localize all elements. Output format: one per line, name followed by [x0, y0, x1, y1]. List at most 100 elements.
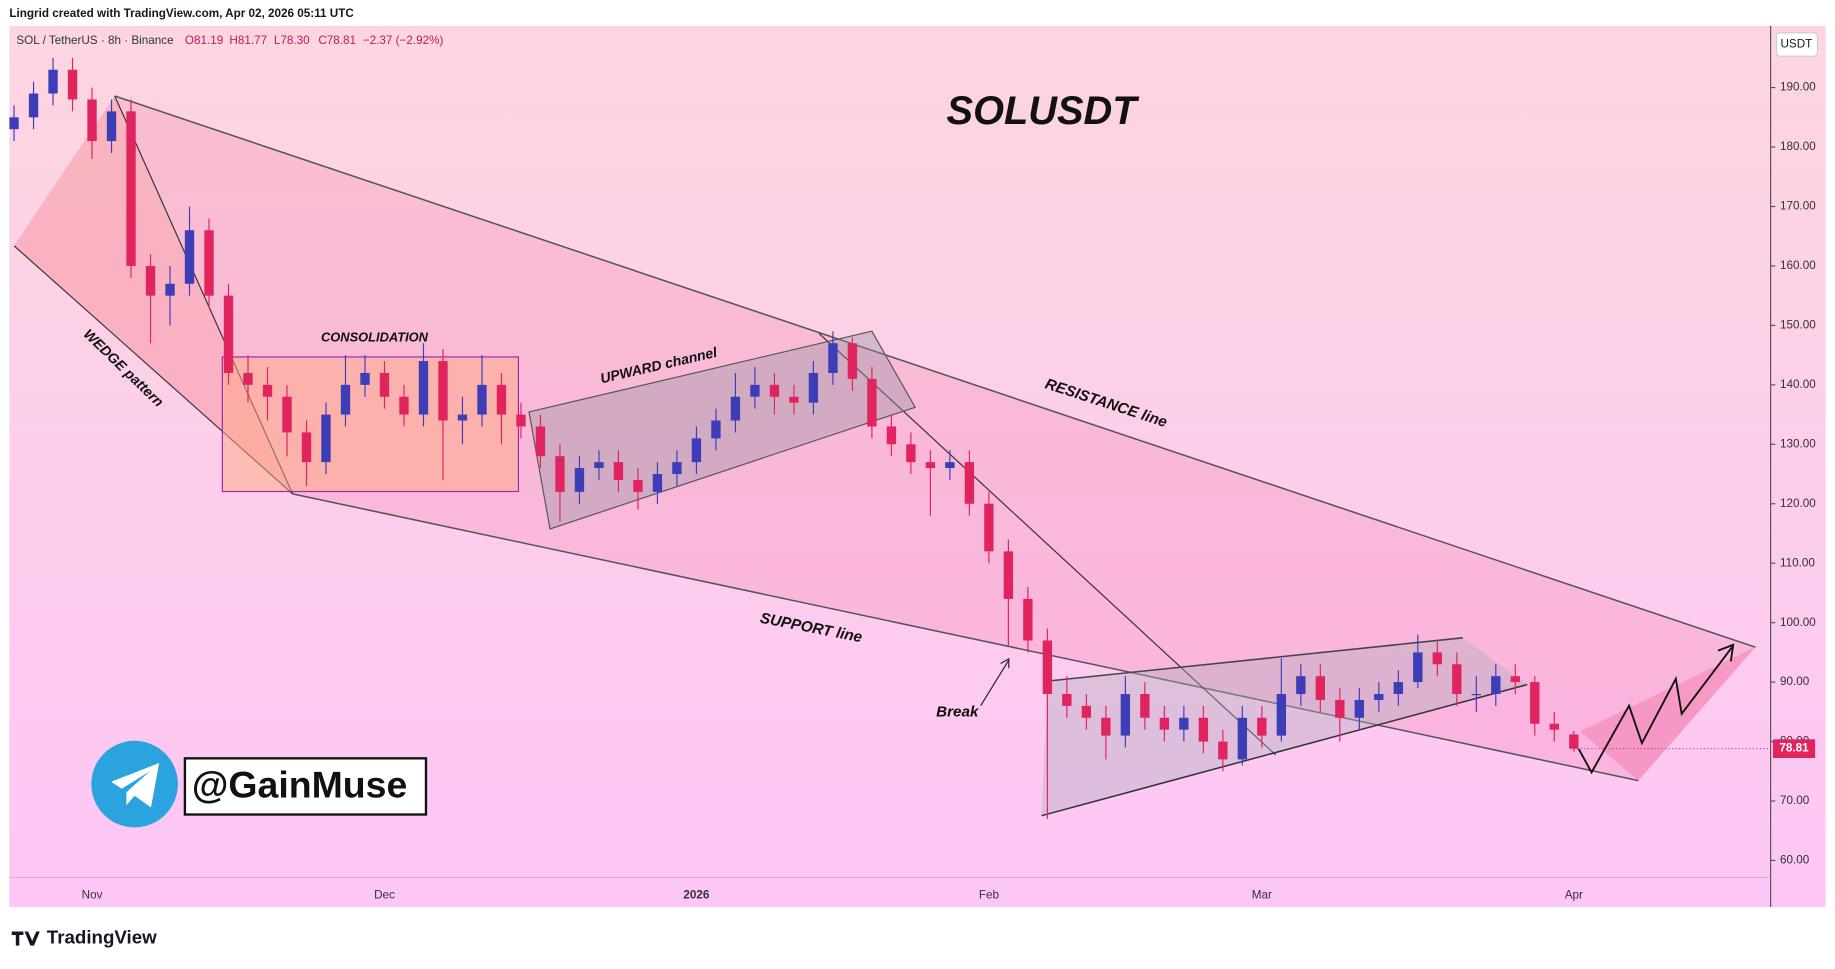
ohlc-low: L78.30: [274, 34, 310, 47]
candle-body: [418, 361, 429, 415]
candle-body: [1003, 551, 1014, 599]
candle-body: [633, 479, 643, 492]
candle-body: [204, 230, 214, 296]
candle-body: [1198, 717, 1209, 742]
channel-box: [183, 757, 428, 816]
candle-body: [1276, 694, 1287, 736]
y-tick-label: 60.00: [1780, 854, 1810, 867]
candle-body: [106, 111, 117, 142]
candle-body: [613, 462, 624, 480]
candle-body: [28, 93, 39, 118]
candle-body: [1510, 676, 1520, 683]
candle-body: [301, 432, 312, 463]
candle-body: [457, 414, 468, 421]
y-tick-label: 120.00: [1780, 497, 1816, 510]
candle-body: [711, 420, 721, 439]
candle-body: [477, 384, 487, 415]
y-tick-label: 140.00: [1780, 378, 1816, 391]
candle-body: [1120, 694, 1131, 736]
candle-body: [672, 462, 682, 475]
candle-body: [555, 456, 565, 492]
x-tick-label: Nov: [82, 888, 103, 901]
candle-body: [1101, 717, 1111, 736]
currency: USDT: [1780, 38, 1812, 51]
candle-body: [1354, 699, 1365, 718]
candle-body: [243, 372, 253, 385]
y-tick-label: 180.00: [1780, 140, 1816, 153]
telegram-plane: [111, 763, 160, 808]
trend-line: [818, 333, 1277, 756]
drawings: [13, 95, 1756, 817]
candle-body: [964, 462, 975, 504]
candle-body: [1491, 676, 1501, 695]
brand-logo: [11, 931, 40, 946]
candle-body: [1374, 694, 1384, 700]
candle-body: [1237, 717, 1248, 760]
ohlc-open: O81.19: [185, 34, 223, 47]
candle-body: [262, 384, 273, 397]
candle-body: [1569, 734, 1579, 749]
candle-body: [1081, 705, 1092, 718]
candle-body: [438, 361, 448, 421]
y-tick-label: 100.00: [1780, 616, 1816, 629]
candle-body: [847, 343, 858, 379]
x-tick-label: 2026: [683, 888, 710, 901]
candles: [9, 57, 1579, 819]
candle-body: [340, 384, 351, 415]
y-tick-label: 170.00: [1780, 200, 1816, 213]
candle-body: [1257, 717, 1267, 736]
projection-arrowhead: [1717, 643, 1735, 662]
candle-body: [1393, 682, 1404, 695]
candle-body: [379, 372, 390, 397]
brand: TradingView: [47, 927, 157, 948]
candle-body: [1530, 682, 1540, 724]
change: −2.37 (−2.92%): [363, 34, 444, 47]
annotation: CONSOLIDATION: [321, 330, 429, 345]
candle-body: [945, 462, 955, 469]
candle-body: [574, 468, 585, 492]
candle-body: [1042, 640, 1053, 695]
candle-body: [691, 438, 702, 463]
y-tick-label: 160.00: [1780, 259, 1816, 272]
ohlc-close: C78.81: [318, 34, 356, 47]
candle-body: [1335, 699, 1345, 718]
support-line: [292, 493, 1639, 782]
candle-body: [1159, 717, 1170, 730]
candle-body: [1549, 723, 1559, 730]
candle-body: [867, 378, 877, 427]
watermark: Lingrid created with TradingView.com, Ap…: [9, 7, 354, 20]
candle-body: [67, 69, 78, 100]
candle-body: [223, 295, 234, 373]
resistance-line: [114, 95, 1756, 648]
candle-body: [808, 372, 819, 403]
break-arrow: [980, 659, 1010, 706]
legend: SOL / TetherUS · 8h · Binance O81.19 H81…: [16, 34, 443, 47]
axes: 60.0070.0080.0090.00100.00110.00120.0013…: [82, 81, 1817, 902]
main-channel-fill: [114, 95, 1756, 781]
candle-body: [535, 426, 546, 457]
x-tick-label: Mar: [1252, 888, 1272, 901]
x-tick-label: Dec: [374, 888, 395, 901]
currency-box: [1775, 32, 1819, 57]
candle-body: [184, 230, 195, 284]
candle-body: [886, 426, 897, 445]
projection-fill: [1579, 647, 1756, 781]
candle-body: [594, 462, 604, 469]
candle-body: [750, 384, 760, 397]
candle-body: [1471, 694, 1481, 696]
candle-body: [360, 372, 370, 385]
candle-body: [87, 99, 97, 142]
annotation: Break: [936, 704, 980, 721]
x-tick-label: Apr: [1565, 888, 1583, 901]
consolidation-box: [221, 356, 520, 493]
candle-body: [1452, 664, 1462, 695]
x-tick-label: Feb: [979, 888, 1000, 901]
candle-body: [9, 117, 19, 130]
candle-body: [516, 414, 526, 427]
candle-body: [828, 343, 838, 373]
candle-body: [1179, 717, 1189, 730]
ohlc-high: H81.77: [229, 34, 267, 47]
upward-channel: [528, 330, 917, 530]
